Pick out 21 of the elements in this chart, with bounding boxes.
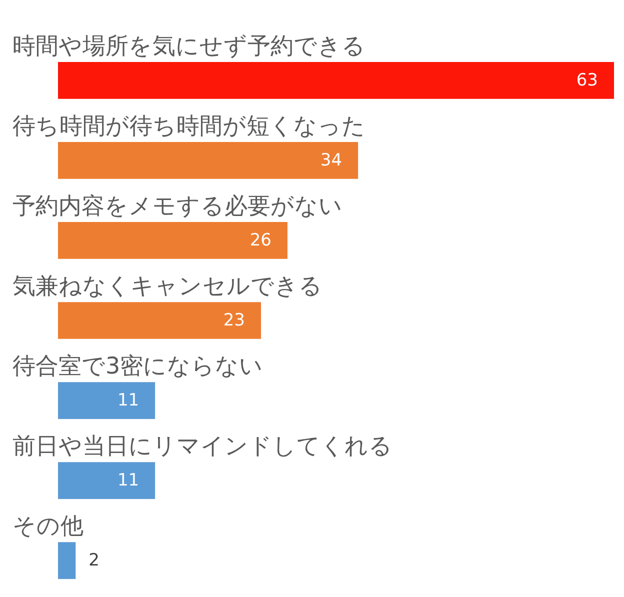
data-label: 11 (117, 470, 140, 491)
bar (58, 382, 156, 419)
data-label: 11 (117, 390, 140, 411)
bar (58, 62, 614, 99)
y-tick-label: 気兼ねなくキャンセルできる (12, 274, 322, 300)
y-tick-label: 予約内容をメモする必要がない (12, 193, 342, 220)
y-tick-label: その他 (12, 514, 84, 540)
data-label: 26 (250, 230, 272, 250)
bar (58, 542, 76, 579)
bar (58, 142, 358, 179)
bar (58, 222, 288, 259)
data-label: 2 (88, 550, 100, 571)
bar (58, 302, 261, 339)
y-tick-label: 待合室で3密にならない (12, 354, 264, 380)
bar (58, 462, 156, 499)
data-label: 23 (223, 310, 245, 330)
data-label: 34 (320, 150, 342, 170)
y-tick-label: 時間や場所を気にせず予約できる (12, 33, 366, 60)
y-tick-label: 待ち時間が待ち時間が短くなった (12, 113, 366, 140)
data-label: 63 (576, 70, 598, 90)
y-tick-label: 前日や当日にリマインドしてくれる (12, 434, 392, 460)
